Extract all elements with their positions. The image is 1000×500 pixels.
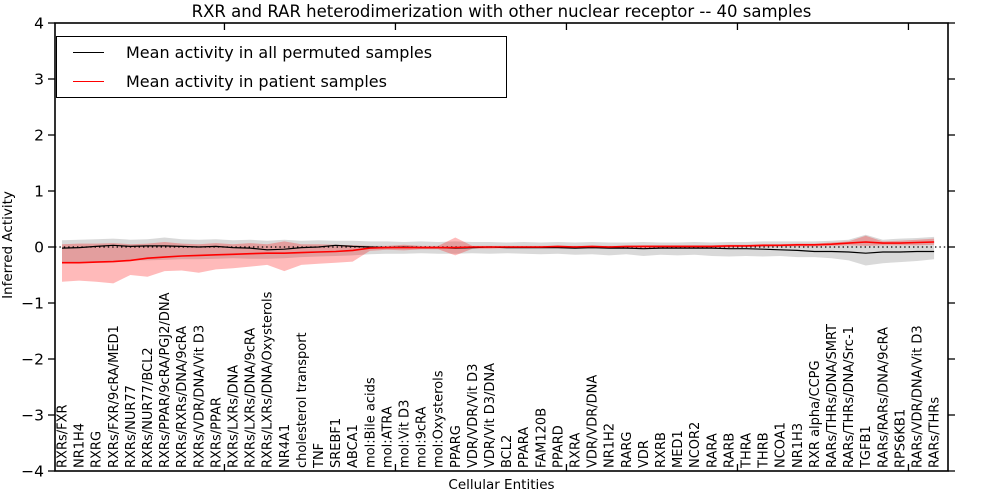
x-category-label: RPS6KB1 — [893, 409, 908, 468]
x-category-label: NCOA1 — [774, 422, 789, 468]
legend: Mean activity in all permuted samples Me… — [56, 36, 507, 98]
y-tick-label: 2 — [34, 127, 44, 145]
patient-line-sample — [73, 80, 104, 82]
x-category-label: RXRG — [90, 431, 105, 468]
x-category-label: mol:Bile acids — [363, 377, 378, 468]
x-category-label: NR4A1 — [278, 424, 293, 468]
y-tick-label: 4 — [34, 15, 44, 33]
patient-mean-line — [62, 241, 935, 264]
chart-title: RXR and RAR heterodimerization with othe… — [191, 2, 812, 21]
x-category-label: RXRs/NUR77 — [124, 385, 139, 468]
x-category-label: THRB — [757, 432, 772, 469]
x-category-label: RARA — [705, 433, 720, 468]
x-category-label: TNF — [312, 443, 327, 469]
x-category-label: RXRs/PPAR — [209, 397, 224, 468]
x-category-label: PPARA — [517, 427, 532, 468]
permuted-band — [62, 234, 935, 266]
x-category-label: VDR/VDR/DNA — [586, 375, 601, 468]
y-tick-label: 1 — [34, 183, 44, 201]
x-category-label: RXRs/RXRs/DNA/9cRA — [175, 326, 190, 468]
x-category-label: THRA — [740, 433, 755, 469]
x-category-label: RARs/THRs/DNA/Src-1 — [842, 326, 857, 468]
legend-item-patient: Mean activity in patient samples — [57, 68, 506, 94]
y-tick-label: −4 — [21, 463, 44, 481]
x-category-label: mol:ATRA — [380, 406, 395, 468]
x-category-label: RXRA — [569, 433, 584, 468]
x-category-label: mol:Vit D3 — [398, 400, 413, 468]
x-category-label: BCL2 — [500, 435, 515, 468]
x-axis-label: Cellular Entities — [448, 477, 555, 493]
x-category-label: VDR — [637, 440, 652, 468]
x-category-label: VDR/Vit D3/DNA — [483, 363, 498, 468]
x-category-label: MED1 — [671, 430, 686, 468]
x-category-label: RARG — [620, 431, 635, 468]
legend-item-permuted: Mean activity in all permuted samples — [57, 40, 506, 66]
y-tick-label: 0 — [34, 239, 44, 257]
y-tick-label: −1 — [21, 295, 44, 313]
x-category-label: PPARG — [449, 425, 464, 468]
x-category-label: ABCA1 — [346, 424, 361, 468]
x-category-label: FAM120B — [534, 408, 549, 468]
x-category-label: PPARD — [551, 425, 566, 468]
x-category-label: RXRs/LXRs/DNA/9cRA — [244, 328, 259, 468]
x-category-label: RXRs/VDR/DNA/Vit D3 — [192, 325, 207, 468]
y-tick-label: 3 — [34, 71, 44, 89]
x-category-label: RXRs/FXR/9cRA/MED1 — [107, 325, 122, 468]
x-category-label: NR1H4 — [73, 423, 88, 468]
x-category-label: RXRs/NUR77/BCL2 — [141, 347, 156, 468]
x-category-label: RXRs/FXR — [56, 404, 71, 468]
legend-label-permuted: Mean activity in all permuted samples — [126, 43, 433, 63]
permuted-line-sample — [73, 52, 104, 54]
x-category-label: NR1H3 — [791, 423, 806, 468]
x-category-label: RXRs/LXRs/DNA — [227, 365, 242, 468]
y-tick-label: −2 — [21, 351, 44, 369]
x-category-label: mol:Oxysterols — [432, 370, 447, 468]
x-category-label: RARB — [722, 433, 737, 468]
legend-label-patient: Mean activity in patient samples — [126, 71, 387, 91]
y-tick-label: −3 — [21, 407, 44, 425]
x-category-label: VDR/VDR/Vit D3 — [466, 364, 481, 468]
x-category-label: mol:9cRA — [415, 406, 430, 468]
x-category-label: RARs/VDR/DNA/Vit D3 — [911, 325, 926, 468]
x-category-label: RXRs/LXRs/DNA/Oxysterols — [261, 291, 276, 468]
x-category-label: RARs/RARs/DNA/9cRA — [876, 327, 891, 468]
x-category-label: RARs/THRs — [928, 397, 943, 468]
x-category-label: SREBF1 — [329, 418, 344, 468]
x-category-label: NCOR2 — [688, 422, 703, 468]
x-category-label: RXRs/PPAR/9cRA/PGJ2/DNA — [158, 292, 173, 468]
x-category-label: TGFB1 — [859, 425, 874, 469]
x-category-label: NR1H2 — [603, 423, 618, 468]
x-category-label: cholesterol transport — [295, 332, 310, 468]
y-axis-label: Inferred Activity — [0, 191, 16, 299]
x-category-label: RXR alpha/CCPG — [808, 360, 823, 468]
x-category-label: RARs/THRs/DNA/SMRT — [825, 324, 840, 468]
x-category-label: RXRB — [654, 432, 669, 468]
patient-band — [62, 235, 935, 284]
